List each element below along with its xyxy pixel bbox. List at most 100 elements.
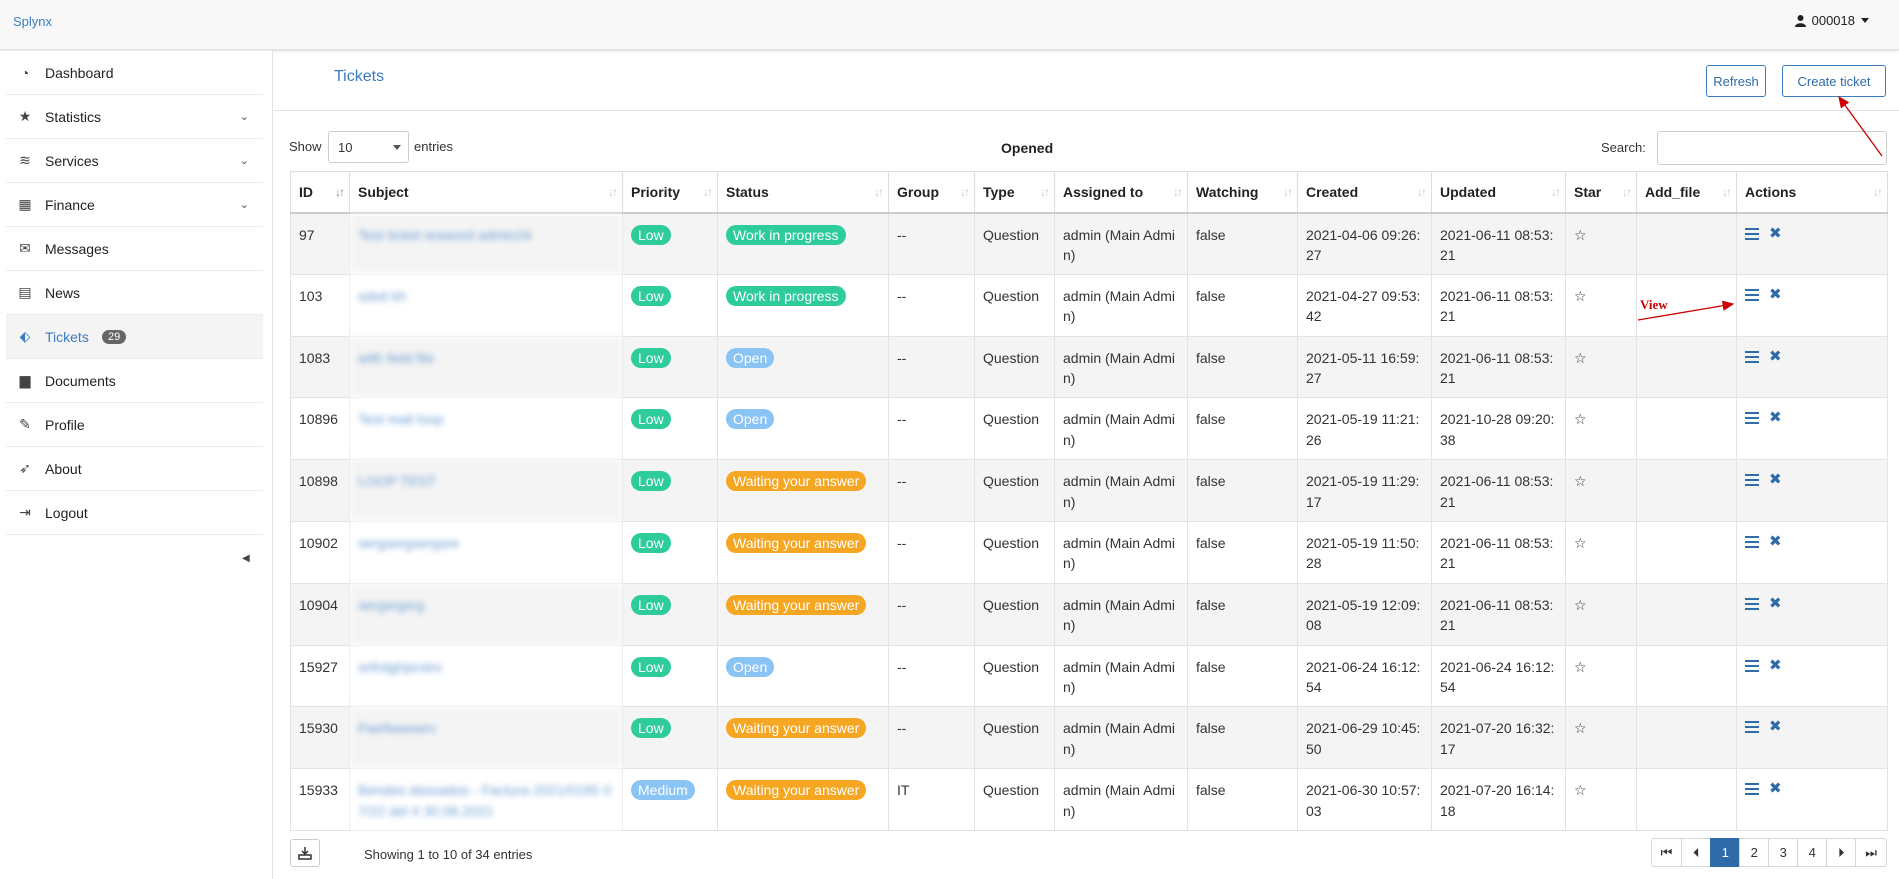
ticket-status: Waiting your answer — [717, 706, 889, 770]
collapse-sidebar-icon[interactable]: ◀ — [242, 553, 250, 564]
table-controls: Show 10 entries Opened Search: — [289, 130, 1887, 166]
table-row[interactable]: 10898 LOOP TEST Low Waiting your answer -- Qu… — [290, 459, 1888, 522]
ticket-subject[interactable]: Bendes dassados - Factura 2021/0185 07/2… — [349, 768, 623, 831]
view-icon[interactable] — [1745, 783, 1759, 796]
ticket-group: -- — [888, 706, 975, 770]
page-3-button[interactable]: 3 — [1768, 838, 1799, 867]
table-row[interactable]: 103 sdsd kh Low Work in progress -- Question a… — [290, 273, 1888, 337]
column-header-created[interactable]: Created ↓↑ — [1297, 171, 1432, 214]
ticket-subject[interactable]: with field file — [349, 335, 623, 399]
column-header-priority[interactable]: Priority ↓↑ — [622, 171, 718, 214]
close-icon[interactable]: ✖ — [1769, 471, 1782, 489]
ticket-subject[interactable]: Test ticket resword admin24 — [349, 212, 623, 275]
sidebar-item-documents[interactable]: ▆ Documents — [6, 359, 263, 403]
search-input[interactable] — [1657, 131, 1887, 165]
view-icon[interactable] — [1745, 597, 1759, 610]
sidebar-item-label: News — [45, 284, 81, 301]
view-icon[interactable] — [1745, 474, 1759, 487]
ticket-subject[interactable]: Test mail loop — [349, 397, 623, 461]
column-header-label: Type — [983, 183, 1015, 200]
star-icon[interactable]: ☆ — [1574, 349, 1587, 366]
export-button[interactable] — [290, 839, 320, 867]
close-icon[interactable]: ✖ — [1769, 224, 1782, 242]
column-header-label: Status — [726, 183, 769, 200]
next-page-icon[interactable]: ⏵ — [1826, 838, 1857, 867]
column-header-star[interactable]: Star ↓↑ — [1565, 171, 1637, 214]
close-icon[interactable]: ✖ — [1769, 285, 1782, 303]
table-row[interactable]: 10896 Test mail loop Low Open -- Question admi… — [290, 397, 1888, 461]
last-page-icon[interactable]: ⏭ — [1855, 838, 1887, 867]
entries-select[interactable]: 10 — [328, 131, 409, 163]
star-icon[interactable]: ☆ — [1574, 534, 1587, 551]
close-icon[interactable]: ✖ — [1769, 594, 1782, 612]
page-4-button[interactable]: 4 — [1797, 838, 1828, 867]
star-icon[interactable]: ☆ — [1574, 473, 1587, 490]
view-icon[interactable] — [1745, 350, 1759, 363]
column-header-watching[interactable]: Watching ↓↑ — [1187, 171, 1298, 214]
column-header-type[interactable]: Type ↓↑ — [974, 171, 1055, 214]
table-row[interactable]: 10904 sergsrgsrg Low Waiting your answer -- Q… — [290, 582, 1888, 646]
ticket-subject[interactable]: Fwefweewrv — [349, 706, 623, 770]
table-row[interactable]: 15927 srthdghjsrstrs Low Open -- Question admi… — [290, 644, 1888, 708]
column-header-id[interactable]: ID ↓↑ — [290, 171, 350, 214]
previous-page-icon[interactable]: ⏴ — [1681, 838, 1712, 867]
close-icon[interactable]: ✖ — [1769, 532, 1782, 550]
column-header-subject[interactable]: Subject ↓↑ — [349, 171, 623, 214]
page-2-button[interactable]: 2 — [1739, 838, 1770, 867]
sidebar-item-dashboard[interactable]: ◔ Dashboard — [6, 51, 263, 95]
star-icon[interactable]: ☆ — [1574, 596, 1587, 613]
ticket-subject[interactable]: srthdghjsrstrs — [349, 644, 623, 708]
ticket-subject[interactable]: LOOP TEST — [349, 459, 623, 522]
view-icon[interactable] — [1745, 412, 1759, 425]
view-icon[interactable] — [1745, 721, 1759, 734]
sort-icon: ↓↑ — [1417, 185, 1427, 199]
sidebar-item-statistics[interactable]: ★ Statistics ⌄ — [6, 95, 263, 139]
ticket-subject[interactable]: sdsd kh — [349, 273, 623, 337]
table-row[interactable]: 10902 sergsergsergsre Low Waiting your answ… — [290, 520, 1888, 584]
sidebar-item-finance[interactable]: ▦ Finance ⌄ — [6, 183, 263, 227]
column-header-status[interactable]: Status ↓↑ — [717, 171, 889, 214]
star-icon[interactable]: ☆ — [1574, 658, 1587, 675]
view-icon[interactable] — [1745, 535, 1759, 548]
star-icon[interactable]: ☆ — [1574, 720, 1587, 737]
column-header-updated[interactable]: Updated ↓↑ — [1431, 171, 1566, 214]
close-icon[interactable]: ✖ — [1769, 780, 1782, 798]
sidebar-item-profile[interactable]: ✎ Profile — [6, 403, 263, 447]
view-icon[interactable] — [1745, 288, 1759, 301]
star-icon[interactable]: ☆ — [1574, 287, 1587, 304]
refresh-button[interactable]: Refresh — [1706, 65, 1766, 97]
column-header-add-file[interactable]: Add_file ↓↑ — [1636, 171, 1737, 214]
ticket-subject[interactable]: sergsrgsrg — [349, 582, 623, 646]
ticket-subject[interactable]: sergsergsergsre — [349, 520, 623, 584]
sidebar-item-messages[interactable]: ✉ Messages — [6, 227, 263, 271]
star-icon[interactable]: ☆ — [1574, 411, 1587, 428]
table-row[interactable]: 15930 Fwefweewrv Low Waiting your answer -- Q… — [290, 706, 1888, 770]
ticket-updated: 2021-06-11 08:53:21 — [1431, 582, 1566, 646]
first-page-icon[interactable]: ⏮ — [1650, 838, 1683, 867]
sidebar-item-services[interactable]: ≋ Services ⌄ — [6, 139, 263, 183]
sidebar-item-news[interactable]: ▤ News — [6, 271, 263, 315]
close-icon[interactable]: ✖ — [1769, 409, 1782, 427]
table-row[interactable]: 97 Test ticket resword admin24 Low Work in … — [290, 212, 1888, 275]
column-header-group[interactable]: Group ↓↑ — [888, 171, 975, 214]
create-ticket-button[interactable]: Create ticket — [1782, 65, 1886, 97]
close-icon[interactable]: ✖ — [1769, 347, 1782, 365]
star-icon[interactable]: ☆ — [1574, 226, 1587, 243]
sidebar-item-logout[interactable]: ⇥ Logout — [6, 491, 263, 535]
close-icon[interactable]: ✖ — [1769, 656, 1782, 674]
user-menu[interactable]: 000018 — [1794, 13, 1869, 28]
view-icon[interactable] — [1745, 659, 1759, 672]
ticket-group: -- — [888, 520, 975, 584]
star-icon[interactable]: ☆ — [1574, 782, 1587, 799]
sidebar-item-about[interactable]: ➶ About — [6, 447, 263, 491]
column-header-actions[interactable]: Actions ↓↑ — [1736, 171, 1888, 214]
column-header-assigned-to[interactable]: Assigned to ↓↑ — [1054, 171, 1188, 214]
table-row[interactable]: 15933 Bendes dassados - Factura 2021/0185… — [290, 768, 1888, 831]
ticket-actions: ✖ — [1736, 335, 1888, 399]
table-row[interactable]: 1083 with field file Low Open -- Question admi… — [290, 335, 1888, 399]
sidebar-item-tickets[interactable]: ⬖ Tickets 29 — [6, 315, 263, 359]
view-icon[interactable] — [1745, 227, 1759, 240]
close-icon[interactable]: ✖ — [1769, 718, 1782, 736]
brand-logo[interactable]: Splynx — [13, 14, 53, 29]
page-1-button[interactable]: 1 — [1710, 838, 1741, 867]
